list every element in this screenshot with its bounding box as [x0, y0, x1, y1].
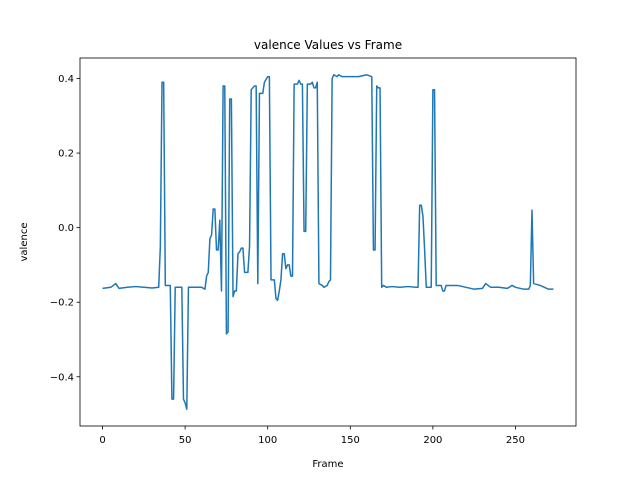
y-tick-label: 0.0: [58, 223, 74, 234]
x-tick-label: 100: [258, 435, 277, 446]
x-tick-label: 0: [99, 435, 105, 446]
x-tick-label: 50: [179, 435, 192, 446]
x-tick-label: 150: [341, 435, 360, 446]
y-tick-label: 0.2: [58, 149, 74, 160]
y-tick-label: −0.4: [50, 372, 74, 383]
data-line: [102, 74, 554, 410]
y-tick-label: 0.4: [58, 74, 74, 85]
chart-title: valence Values vs Frame: [254, 38, 402, 52]
y-tick-label: −0.2: [50, 298, 74, 309]
plot-frame: [79, 57, 577, 427]
x-axis-label: Frame: [312, 459, 343, 470]
y-axis-label: valence: [19, 223, 30, 262]
x-tick-label: 200: [423, 435, 442, 446]
x-tick-label: 250: [506, 435, 525, 446]
